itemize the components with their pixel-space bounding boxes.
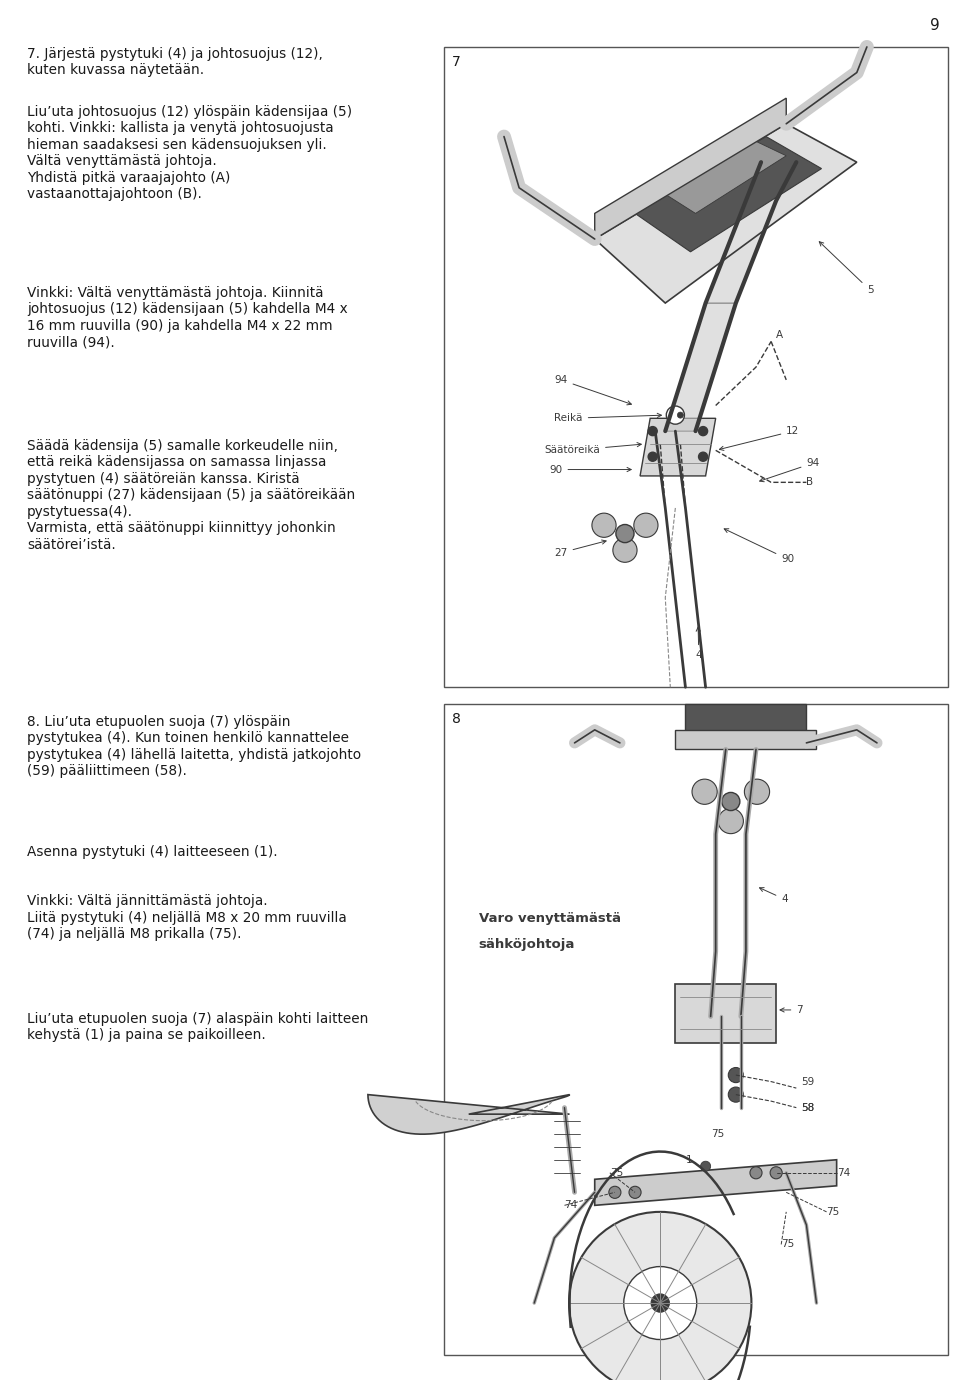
- Polygon shape: [368, 1094, 569, 1134]
- Text: 1: 1: [685, 1155, 692, 1165]
- Text: 90: 90: [549, 465, 631, 475]
- Circle shape: [678, 413, 684, 418]
- Circle shape: [701, 1161, 710, 1172]
- Text: 75: 75: [781, 1239, 795, 1249]
- Circle shape: [648, 426, 658, 436]
- Polygon shape: [655, 137, 786, 214]
- Text: 12: 12: [719, 426, 800, 450]
- Text: Säädä kädensija (5) samalle korkeudelle niin,: Säädä kädensija (5) samalle korkeudelle …: [27, 439, 338, 453]
- Polygon shape: [640, 418, 716, 476]
- Text: kohti. Vinkki: kallista ja venytä johtosuojusta: kohti. Vinkki: kallista ja venytä johtos…: [27, 121, 333, 135]
- Circle shape: [722, 792, 740, 810]
- Polygon shape: [595, 98, 786, 239]
- Text: 7: 7: [780, 1005, 803, 1014]
- Polygon shape: [636, 137, 822, 251]
- Text: pystytuessa(4).: pystytuessa(4).: [27, 505, 132, 519]
- Text: A: A: [777, 330, 783, 339]
- Circle shape: [666, 406, 684, 424]
- Text: Liuʼuta johtosuojus (12) ylöspäin kädensijaa (5): Liuʼuta johtosuojus (12) ylöspäin kädens…: [27, 105, 352, 119]
- Bar: [444, 704, 948, 1355]
- Polygon shape: [685, 704, 806, 737]
- Circle shape: [648, 453, 658, 461]
- Text: sähköjohtoja: sähköjohtoja: [479, 938, 575, 951]
- Text: 75: 75: [610, 1167, 623, 1177]
- Text: 94: 94: [555, 375, 632, 404]
- Text: 59: 59: [802, 1076, 815, 1086]
- Text: 94: 94: [759, 458, 820, 482]
- Text: (74) ja neljällä M8 prikalla (75).: (74) ja neljällä M8 prikalla (75).: [27, 927, 241, 941]
- Circle shape: [699, 453, 708, 461]
- Text: 74: 74: [837, 1167, 850, 1177]
- Text: 7. Järjestä pystytuki (4) ja johtosuojus (12),: 7. Järjestä pystytuki (4) ja johtosuojus…: [27, 47, 323, 61]
- Circle shape: [592, 513, 616, 537]
- Circle shape: [692, 780, 717, 805]
- Text: B: B: [806, 477, 813, 487]
- Text: ruuvilla (94).: ruuvilla (94).: [27, 335, 114, 349]
- Text: 75: 75: [710, 1129, 724, 1138]
- Text: 58: 58: [802, 1103, 815, 1112]
- Text: että reikä kädensijassa on samassa linjassa: että reikä kädensijassa on samassa linja…: [27, 455, 326, 469]
- Circle shape: [569, 1212, 752, 1380]
- Polygon shape: [595, 1159, 837, 1205]
- Polygon shape: [676, 730, 816, 749]
- Text: 5: 5: [819, 241, 874, 295]
- Text: kuten kuvassa näytetään.: kuten kuvassa näytetään.: [27, 63, 204, 77]
- Bar: [444, 47, 948, 687]
- Text: Reikä: Reikä: [555, 413, 661, 424]
- Circle shape: [616, 524, 634, 542]
- Text: 9: 9: [930, 18, 940, 33]
- Polygon shape: [676, 984, 777, 1042]
- Circle shape: [609, 1187, 621, 1198]
- Text: Säätöreikä: Säätöreikä: [544, 443, 641, 455]
- Text: 16 mm ruuvilla (90) ja kahdella M4 x 22 mm: 16 mm ruuvilla (90) ja kahdella M4 x 22 …: [27, 319, 332, 333]
- Polygon shape: [665, 304, 736, 431]
- Text: 8. Liuʼuta etupuolen suoja (7) ylöspäin: 8. Liuʼuta etupuolen suoja (7) ylöspäin: [27, 715, 290, 729]
- Text: pystytukea (4) lähellä laitetta, yhdistä jatkojohto: pystytukea (4) lähellä laitetta, yhdistä…: [27, 748, 361, 762]
- Text: Yhdistä pitkä varaajajohto (A): Yhdistä pitkä varaajajohto (A): [27, 171, 230, 185]
- Text: Asenna pystytuki (4) laitteeseen (1).: Asenna pystytuki (4) laitteeseen (1).: [27, 845, 277, 858]
- Circle shape: [634, 513, 658, 537]
- Text: 4: 4: [695, 627, 702, 660]
- Circle shape: [624, 1267, 697, 1340]
- Text: 90: 90: [724, 529, 794, 564]
- Circle shape: [744, 780, 770, 805]
- Text: 74: 74: [564, 1201, 578, 1210]
- Text: säätönuppi (27) kädensijaan (5) ja säätöreikään: säätönuppi (27) kädensijaan (5) ja säätö…: [27, 489, 355, 502]
- Text: johtosuojus (12) kädensijaan (5) kahdella M4 x: johtosuojus (12) kädensijaan (5) kahdell…: [27, 302, 348, 316]
- Text: hieman saadaksesi sen kädensuojuksen yli.: hieman saadaksesi sen kädensuojuksen yli…: [27, 138, 326, 152]
- Polygon shape: [595, 124, 856, 304]
- Text: Liuʼuta etupuolen suoja (7) alaspäin kohti laitteen: Liuʼuta etupuolen suoja (7) alaspäin koh…: [27, 1012, 369, 1025]
- Text: pystytukea (4). Kun toinen henkilö kannattelee: pystytukea (4). Kun toinen henkilö kanna…: [27, 731, 348, 745]
- Circle shape: [629, 1187, 641, 1198]
- Text: 75: 75: [827, 1208, 840, 1217]
- Circle shape: [651, 1294, 669, 1312]
- Text: Vinkki: Vältä jännittämästä johtoja.: Vinkki: Vältä jännittämästä johtoja.: [27, 894, 268, 908]
- Circle shape: [750, 1166, 762, 1179]
- Text: Vältä venyttämästä johtoja.: Vältä venyttämästä johtoja.: [27, 155, 217, 168]
- Text: pystytuen (4) säätöreiän kanssa. Kiristä: pystytuen (4) säätöreiän kanssa. Kiristä: [27, 472, 300, 486]
- Circle shape: [699, 426, 708, 436]
- Text: 8: 8: [451, 712, 461, 726]
- Circle shape: [612, 538, 637, 562]
- Text: Varmista, että säätönuppi kiinnittyy johonkin: Varmista, että säätönuppi kiinnittyy joh…: [27, 522, 336, 535]
- Circle shape: [718, 809, 743, 834]
- Text: 4: 4: [759, 887, 788, 904]
- Circle shape: [729, 1087, 743, 1103]
- Text: 27: 27: [555, 540, 606, 558]
- Text: Liitä pystytuki (4) neljällä M8 x 20 mm ruuvilla: Liitä pystytuki (4) neljällä M8 x 20 mm …: [27, 911, 347, 925]
- Text: kehystä (1) ja paina se paikoilleen.: kehystä (1) ja paina se paikoilleen.: [27, 1028, 266, 1042]
- Text: vastaanottajajohtoon (B).: vastaanottajajohtoon (B).: [27, 188, 202, 201]
- Text: 58: 58: [802, 1103, 815, 1112]
- Circle shape: [729, 1068, 743, 1083]
- Text: Vinkki: Vältä venyttämästä johtoja. Kiinnitä: Vinkki: Vältä venyttämästä johtoja. Kiin…: [27, 286, 324, 299]
- Circle shape: [770, 1166, 782, 1179]
- Text: 7: 7: [451, 55, 460, 69]
- Text: (59) pääliittimeen (58).: (59) pääliittimeen (58).: [27, 765, 187, 778]
- Text: Varo venyttämästä: Varo venyttämästä: [479, 912, 621, 925]
- Text: säätöreiʼistä.: säätöreiʼistä.: [27, 538, 115, 552]
- Polygon shape: [706, 200, 777, 304]
